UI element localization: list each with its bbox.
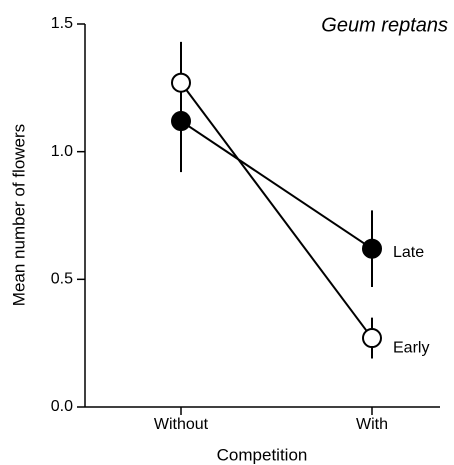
y-axis-label: Mean number of flowers bbox=[9, 124, 28, 306]
series-line bbox=[180, 120, 373, 250]
series-label: Early bbox=[393, 339, 429, 356]
data-point bbox=[171, 111, 191, 132]
y-tick-label: 0.5 bbox=[51, 271, 73, 288]
data-point bbox=[171, 72, 191, 93]
x-tick-label: Without bbox=[154, 416, 209, 433]
series-line bbox=[180, 82, 373, 339]
data-point bbox=[362, 238, 382, 259]
x-axis-label: Competition bbox=[217, 445, 308, 464]
data-point bbox=[362, 328, 382, 349]
y-tick-label: 0.0 bbox=[51, 398, 73, 415]
y-tick-label: 1.0 bbox=[51, 143, 73, 160]
chart-title: Geum reptans bbox=[321, 14, 448, 36]
series-label: Late bbox=[393, 244, 424, 261]
x-tick-label: With bbox=[356, 416, 388, 433]
y-tick-label: 1.5 bbox=[51, 15, 73, 32]
